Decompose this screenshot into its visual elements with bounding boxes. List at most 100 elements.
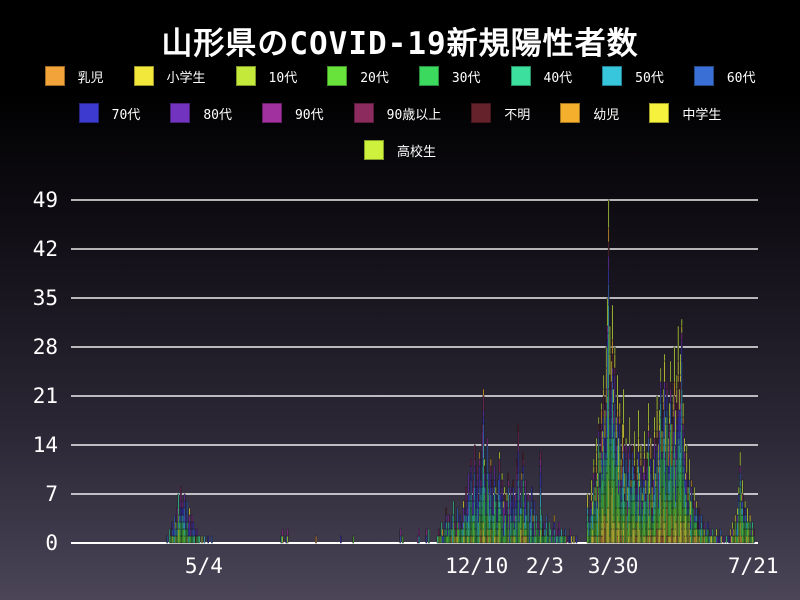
bar-segment (590, 535, 593, 544)
bar-segment (672, 451, 674, 460)
bar-segment (191, 535, 193, 544)
legend-label: 小学生 (166, 70, 206, 86)
bar-segment (518, 535, 521, 544)
bar-segment (645, 514, 647, 530)
bar-segment (715, 535, 718, 544)
bar-segment (181, 500, 183, 509)
bar-segment (638, 507, 641, 516)
bar-segment (507, 535, 510, 544)
bar-segment (728, 535, 730, 544)
bar-segment (633, 472, 636, 481)
bar-segment (692, 535, 694, 544)
bar-segment (614, 430, 616, 453)
bar-segment (688, 528, 691, 537)
bar-segment (620, 458, 622, 467)
bar-segment (490, 535, 492, 544)
bar-segment (636, 479, 639, 488)
bar-segment (511, 521, 513, 537)
bar-segment (682, 416, 684, 425)
bar-segment (507, 486, 510, 495)
bar-segment (597, 430, 600, 439)
bar-segment (190, 528, 192, 537)
bar-segment (438, 528, 440, 537)
bar-segment (445, 528, 448, 537)
bar-segment (662, 395, 665, 404)
bar-segment (620, 500, 622, 509)
bar-segment (500, 521, 502, 544)
bar-segment (533, 500, 536, 509)
bar-segment (631, 451, 634, 460)
bar-segment (697, 528, 699, 537)
bar-segment (605, 388, 608, 404)
bar-segment (487, 472, 490, 488)
bar-segment (445, 514, 448, 523)
bar-segment (628, 444, 631, 453)
bar-segment (454, 528, 456, 537)
bar-segment (683, 535, 686, 544)
bar-segment (738, 535, 740, 544)
bar-segment (681, 325, 683, 334)
bar-segment (523, 507, 526, 523)
bar-segment (175, 521, 177, 530)
bar-segment (659, 381, 662, 390)
bar-segment (659, 395, 662, 404)
bar-segment (745, 514, 748, 523)
bar-segment (672, 430, 674, 446)
bar-segment (729, 535, 732, 544)
bar-segment (645, 486, 647, 495)
bar-segment (482, 416, 485, 425)
bar-segment (678, 458, 681, 481)
bar-segment (653, 521, 656, 537)
bar-segment (688, 458, 691, 481)
bar-segment (594, 535, 596, 544)
bar-segment (521, 535, 523, 544)
legend-item-15: 高校生 (363, 140, 436, 160)
bar-segment (486, 535, 488, 544)
bar-segment (555, 535, 558, 544)
bar-segment (693, 514, 696, 523)
bar-segment (606, 346, 609, 397)
bar-segment (470, 528, 472, 537)
bar-segment (599, 535, 601, 544)
bar-segment (633, 458, 636, 467)
bar-segment (673, 514, 676, 537)
bar-segment (676, 465, 678, 488)
bar-segment (495, 493, 497, 502)
bar-segment (506, 528, 508, 537)
bar-segment (717, 535, 719, 544)
bar-segment (542, 535, 544, 544)
bar-segment (506, 500, 508, 509)
bar-segment (521, 514, 523, 530)
legend-item-9: 80代 (170, 103, 232, 123)
bar-segment (457, 521, 460, 530)
bar-segment (682, 437, 684, 446)
bar-segment (597, 458, 600, 488)
bar-segment (513, 535, 516, 544)
bar-segment (507, 507, 510, 516)
bar-segment (436, 535, 439, 544)
bar-segment (485, 500, 487, 516)
bar-segment (617, 507, 620, 523)
bar-segment (486, 514, 488, 530)
bar-segment (686, 472, 688, 481)
bar-segment (180, 493, 182, 502)
bar-segment (526, 535, 528, 544)
bar-segment (646, 535, 648, 544)
bar-segment (612, 458, 615, 481)
bar-segment (522, 472, 524, 481)
bar-segment (646, 465, 648, 481)
bar-segment (666, 395, 668, 411)
bar-segment (524, 535, 527, 544)
bar-segment (459, 528, 461, 537)
bar-segment (647, 451, 650, 481)
bar-segment (624, 472, 626, 488)
bar-segment (482, 409, 485, 418)
bar-segment (668, 423, 671, 432)
bar-segment (657, 535, 660, 544)
bar-segment (182, 521, 185, 530)
bar-segment (672, 458, 674, 488)
bar-segment (664, 451, 667, 460)
bar-segment (593, 465, 595, 474)
bar-segment (477, 535, 480, 544)
